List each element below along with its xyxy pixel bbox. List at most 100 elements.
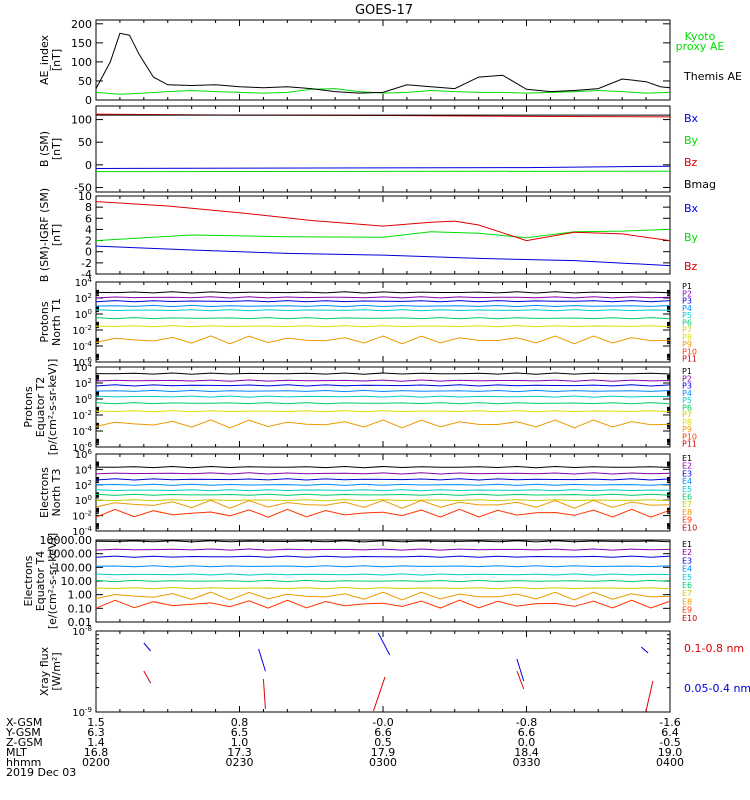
- y-tick-label: 104: [75, 276, 93, 289]
- time-axis-value: -1.6: [659, 716, 680, 729]
- series-e9: [95, 599, 671, 609]
- legend-entry: 0.1-0.8 nm: [684, 642, 744, 655]
- legend-entry: E9: [682, 516, 692, 525]
- time-axis-value: -0.0: [372, 716, 393, 729]
- legend-entry: E6: [682, 493, 692, 502]
- xray-segment: [640, 646, 649, 654]
- y-tick-label: 10-8: [72, 625, 92, 638]
- series-e2: [95, 472, 671, 475]
- legend-entry: E5: [682, 573, 692, 582]
- y-tick-label: -2: [81, 257, 92, 270]
- series-e4: [95, 483, 671, 486]
- time-axis-value: 6.4: [661, 726, 679, 739]
- y-axis-label: [nT]: [50, 49, 63, 71]
- xray-segment: [262, 678, 266, 710]
- legend-entry: Bx: [684, 202, 699, 215]
- time-axis-row-label: Y-GSM: [5, 726, 41, 739]
- time-axis-value: 0200: [82, 756, 110, 769]
- y-axis-label: B (SM): [38, 131, 51, 167]
- legend-entry: E1: [682, 540, 692, 549]
- y-tick-label: 1000.00: [47, 548, 93, 561]
- xray-segment: [372, 676, 386, 712]
- legend-entry: P10: [682, 347, 697, 356]
- series-e6: [95, 493, 671, 496]
- legend-entry: P1: [682, 367, 692, 376]
- legend-entry: P2: [682, 289, 692, 298]
- time-axis-value: 1.0: [231, 736, 249, 749]
- y-axis-label: [W/m²]: [50, 652, 63, 690]
- series-p4: [95, 389, 671, 393]
- series-e8: [95, 499, 671, 509]
- series-by: [95, 228, 671, 242]
- time-axis-value: 6.6: [374, 726, 392, 739]
- y-axis-label: B (SM)-IGRF (SM): [38, 188, 51, 282]
- time-axis-value: 6.6: [518, 726, 536, 739]
- legend-entry: 0.05-0.4 nm: [684, 682, 750, 695]
- legend-entry: P7: [682, 326, 692, 335]
- legend-entry: P6: [682, 403, 692, 412]
- xray-segment: [516, 658, 525, 682]
- legend-entry: P8: [682, 333, 692, 342]
- legend-entry: E10: [682, 614, 697, 623]
- time-axis-row-label: Z-GSM: [6, 736, 43, 749]
- legend-entry: Bz: [684, 156, 698, 169]
- xray-segment: [516, 670, 525, 690]
- y-tick-label: 10: [78, 190, 92, 203]
- panel-frame: [95, 281, 671, 363]
- legend-entry: E3: [682, 556, 692, 565]
- time-axis-value: 17.9: [371, 746, 396, 759]
- legend-entry: Themis AE: [683, 70, 742, 83]
- legend-entry: E8: [682, 508, 692, 517]
- y-tick-label: 10-2: [72, 510, 92, 523]
- legend-entry: Bx: [684, 112, 699, 125]
- y-tick-label: 0: [85, 246, 92, 259]
- time-axis-value: 6.3: [87, 726, 105, 739]
- panel-frame: [95, 453, 671, 532]
- y-tick-label: 10000.00: [40, 534, 93, 547]
- panel-frame: [95, 19, 671, 101]
- legend-entry: P8: [682, 418, 692, 427]
- series-p2: [95, 296, 671, 299]
- series-e3: [95, 555, 671, 558]
- series-bx: [95, 165, 671, 169]
- y-axis-label: North T1: [50, 298, 63, 346]
- time-axis-value: 0.5: [374, 736, 392, 749]
- time-axis-value: 16.8: [84, 746, 109, 759]
- time-axis-value: 0300: [369, 756, 397, 769]
- time-axis-value: 0.8: [231, 716, 249, 729]
- y-tick-label: 102: [75, 377, 92, 390]
- legend-entry: P5: [682, 396, 692, 405]
- time-axis-value: 0.0: [518, 736, 536, 749]
- legend-entry: Bz: [684, 260, 698, 273]
- series-p6: [95, 402, 671, 405]
- legend-entry: P2: [682, 374, 692, 383]
- y-tick-label: -4: [81, 268, 92, 281]
- legend-entry: P11: [682, 440, 697, 449]
- y-tick-label: 0: [85, 159, 92, 172]
- legend-entry: P3: [682, 382, 692, 391]
- date-label: 2019 Dec 03: [6, 766, 76, 779]
- y-tick-label: 106: [75, 448, 93, 461]
- y-tick-label: 10-4: [72, 425, 92, 438]
- series-e4: [95, 565, 671, 568]
- series-p2: [95, 379, 671, 382]
- series-e1: [95, 465, 671, 469]
- series-p3: [95, 300, 671, 303]
- y-tick-label: 100: [75, 308, 92, 321]
- y-axis-label: [nT]: [50, 224, 63, 246]
- time-axis-value: 0400: [656, 756, 684, 769]
- legend-entry: By: [684, 231, 699, 244]
- time-axis-value: 0230: [226, 756, 254, 769]
- legend-entry: E1: [682, 454, 692, 463]
- y-tick-label: 0.10: [68, 602, 93, 615]
- series-e5: [95, 573, 671, 576]
- y-axis-label: [p/(cm²-s-sr-keV)]: [46, 359, 59, 456]
- xray-segment: [143, 642, 151, 652]
- y-tick-label: 50: [78, 136, 92, 149]
